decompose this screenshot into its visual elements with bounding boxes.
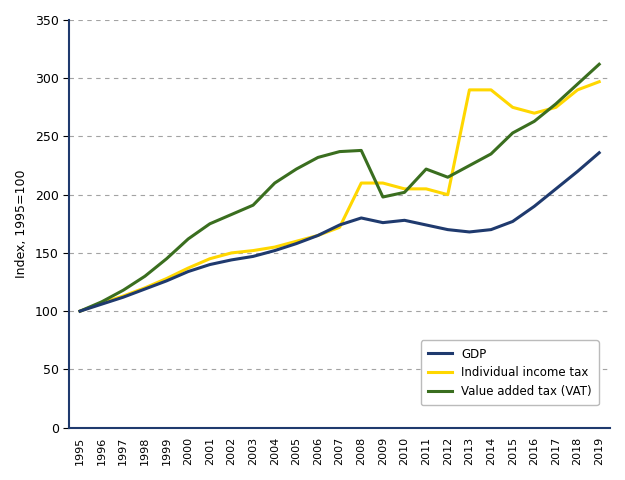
GDP bbox=[98, 301, 106, 307]
Individual income tax bbox=[574, 87, 581, 93]
Line: GDP: GDP bbox=[80, 153, 599, 311]
GDP bbox=[228, 257, 235, 263]
GDP bbox=[422, 222, 430, 228]
GDP bbox=[357, 215, 365, 221]
Value added tax (VAT) bbox=[531, 119, 538, 124]
Value added tax (VAT) bbox=[292, 166, 300, 172]
GDP bbox=[379, 220, 387, 226]
Value added tax (VAT) bbox=[141, 273, 149, 279]
Value added tax (VAT) bbox=[357, 147, 365, 153]
Value added tax (VAT) bbox=[509, 130, 516, 136]
Individual income tax bbox=[422, 186, 430, 192]
Individual income tax bbox=[314, 233, 322, 239]
Value added tax (VAT) bbox=[466, 163, 473, 168]
Value added tax (VAT) bbox=[163, 256, 171, 262]
Value added tax (VAT) bbox=[596, 61, 603, 67]
GDP bbox=[141, 286, 149, 292]
Individual income tax bbox=[228, 250, 235, 256]
Value added tax (VAT) bbox=[98, 299, 106, 305]
Value added tax (VAT) bbox=[422, 166, 430, 172]
Individual income tax bbox=[206, 256, 214, 262]
Value added tax (VAT) bbox=[336, 149, 343, 155]
Value added tax (VAT) bbox=[379, 194, 387, 200]
Value added tax (VAT) bbox=[552, 101, 559, 107]
Individual income tax bbox=[488, 87, 495, 93]
GDP bbox=[509, 218, 516, 224]
Individual income tax bbox=[596, 79, 603, 84]
Value added tax (VAT) bbox=[574, 81, 581, 87]
GDP bbox=[444, 227, 451, 232]
Line: Individual income tax: Individual income tax bbox=[80, 82, 599, 311]
Value added tax (VAT) bbox=[119, 288, 127, 293]
Value added tax (VAT) bbox=[228, 212, 235, 217]
GDP bbox=[119, 294, 127, 300]
Individual income tax bbox=[184, 265, 192, 271]
Y-axis label: Index, 1995=100: Index, 1995=100 bbox=[15, 169, 28, 278]
Value added tax (VAT) bbox=[206, 221, 214, 227]
GDP bbox=[249, 253, 257, 259]
GDP bbox=[596, 150, 603, 156]
GDP bbox=[466, 229, 473, 235]
Line: Value added tax (VAT): Value added tax (VAT) bbox=[80, 64, 599, 311]
Individual income tax bbox=[357, 180, 365, 186]
GDP bbox=[336, 222, 343, 228]
GDP bbox=[76, 308, 84, 314]
Value added tax (VAT) bbox=[444, 174, 451, 180]
Individual income tax bbox=[76, 308, 84, 314]
Value added tax (VAT) bbox=[249, 202, 257, 208]
Individual income tax bbox=[379, 180, 387, 186]
Individual income tax bbox=[98, 300, 106, 306]
Legend: GDP, Individual income tax, Value added tax (VAT): GDP, Individual income tax, Value added … bbox=[421, 340, 599, 406]
Individual income tax bbox=[552, 105, 559, 110]
GDP bbox=[184, 269, 192, 275]
GDP bbox=[163, 278, 171, 284]
Value added tax (VAT) bbox=[184, 236, 192, 242]
Individual income tax bbox=[163, 276, 171, 281]
Individual income tax bbox=[119, 293, 127, 299]
Individual income tax bbox=[401, 186, 408, 192]
Value added tax (VAT) bbox=[271, 180, 279, 186]
GDP bbox=[488, 227, 495, 232]
Individual income tax bbox=[336, 225, 343, 230]
GDP bbox=[206, 262, 214, 267]
Individual income tax bbox=[271, 244, 279, 250]
Individual income tax bbox=[141, 285, 149, 291]
Value added tax (VAT) bbox=[401, 190, 408, 195]
Value added tax (VAT) bbox=[488, 151, 495, 157]
Individual income tax bbox=[509, 105, 516, 110]
GDP bbox=[401, 217, 408, 223]
Value added tax (VAT) bbox=[314, 155, 322, 160]
GDP bbox=[292, 240, 300, 246]
Value added tax (VAT) bbox=[76, 308, 84, 314]
Individual income tax bbox=[292, 239, 300, 244]
GDP bbox=[552, 186, 559, 192]
Individual income tax bbox=[466, 87, 473, 93]
GDP bbox=[531, 204, 538, 209]
Individual income tax bbox=[531, 110, 538, 116]
Individual income tax bbox=[249, 248, 257, 253]
GDP bbox=[314, 233, 322, 239]
Individual income tax bbox=[444, 192, 451, 198]
GDP bbox=[271, 248, 279, 253]
GDP bbox=[574, 168, 581, 174]
